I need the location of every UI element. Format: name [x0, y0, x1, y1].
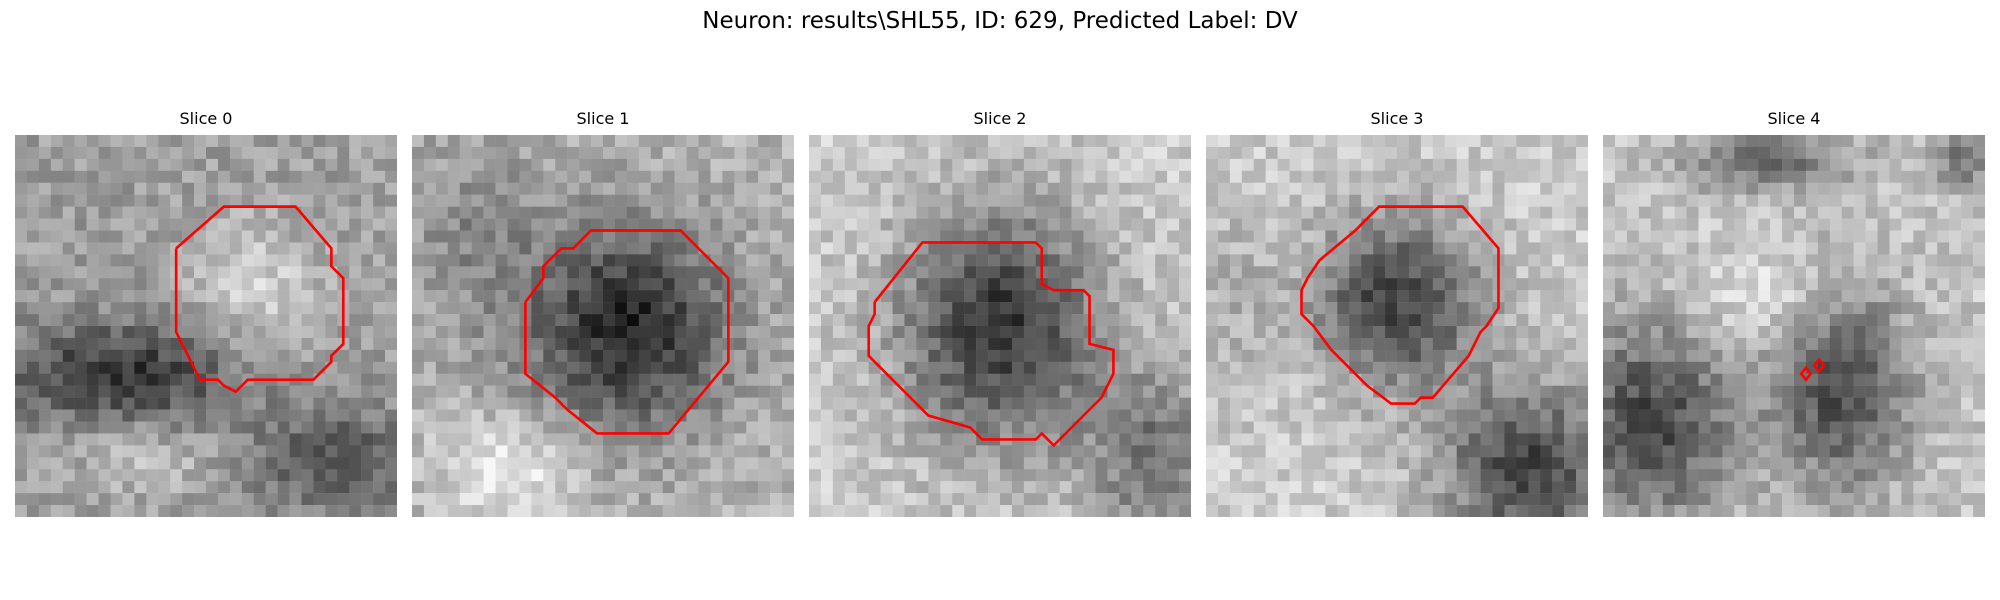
roi-contour [1812, 357, 1826, 374]
roi-contour [1300, 205, 1500, 405]
figure-title: Neuron: results\SHL55, ID: 629, Predicte… [702, 8, 1298, 34]
slice-title: Slice 2 [973, 109, 1027, 128]
slice-panel-2: Slice 2 [809, 111, 1191, 517]
roi-contour [174, 205, 345, 394]
slice-panel-1: Slice 1 [412, 111, 794, 517]
slice-title: Slice 3 [1370, 109, 1424, 128]
slice-image [1603, 135, 1985, 517]
roi-contour [524, 229, 730, 435]
roi-contour [1799, 365, 1813, 382]
slice-image [1206, 135, 1588, 517]
slice-image [809, 135, 1191, 517]
slice-image [412, 135, 794, 517]
slice-image [15, 135, 397, 517]
slice-title: Slice 1 [576, 109, 630, 128]
slice-panel-3: Slice 3 [1206, 111, 1588, 517]
slice-panel-4: Slice 4 [1603, 111, 1985, 517]
roi-contour [867, 241, 1115, 448]
slice-panel-0: Slice 0 [15, 111, 397, 517]
slice-title: Slice 0 [179, 109, 233, 128]
slice-title: Slice 4 [1767, 109, 1821, 128]
